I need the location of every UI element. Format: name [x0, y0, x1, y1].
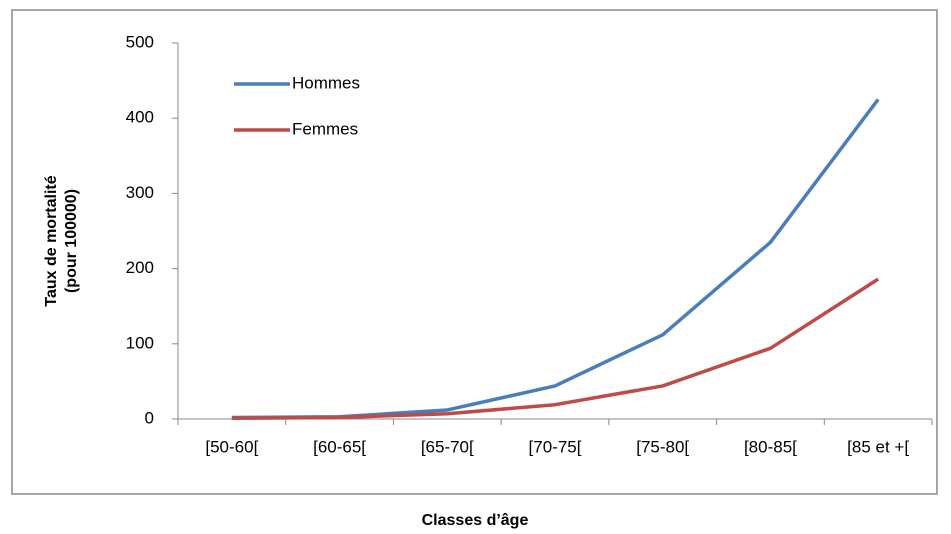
legend-label: Femmes [292, 119, 358, 138]
y-tick-label: 300 [126, 183, 154, 202]
y-axis-title-line: (pour 100000) [63, 189, 80, 293]
x-tick-label: [80-85[ [744, 437, 797, 456]
y-tick-label: 200 [126, 258, 154, 277]
x-tick-label: [65-70[ [421, 437, 474, 456]
x-tick-label: [50-60[ [205, 437, 258, 456]
legend-label: Hommes [292, 73, 360, 92]
y-tick-label: 0 [145, 408, 154, 427]
series-line [231, 277, 880, 420]
y-axis-title: Taux de mortalité (pour 100000) [43, 175, 80, 306]
y-tick-label: 500 [126, 32, 154, 51]
x-tick-label: [75-80[ [636, 437, 689, 456]
x-axis-title: Classes d’âge [422, 512, 529, 529]
y-axis-title-line: Taux de mortalité [43, 175, 60, 306]
chart-frame [11, 9, 938, 495]
x-tick-label: [70-75[ [529, 437, 582, 456]
y-tick-label: 100 [126, 333, 154, 352]
x-tick-label: [60-65[ [313, 437, 366, 456]
y-tick-label: 400 [126, 108, 154, 127]
x-tick-label: [85 et +[ [847, 437, 909, 456]
